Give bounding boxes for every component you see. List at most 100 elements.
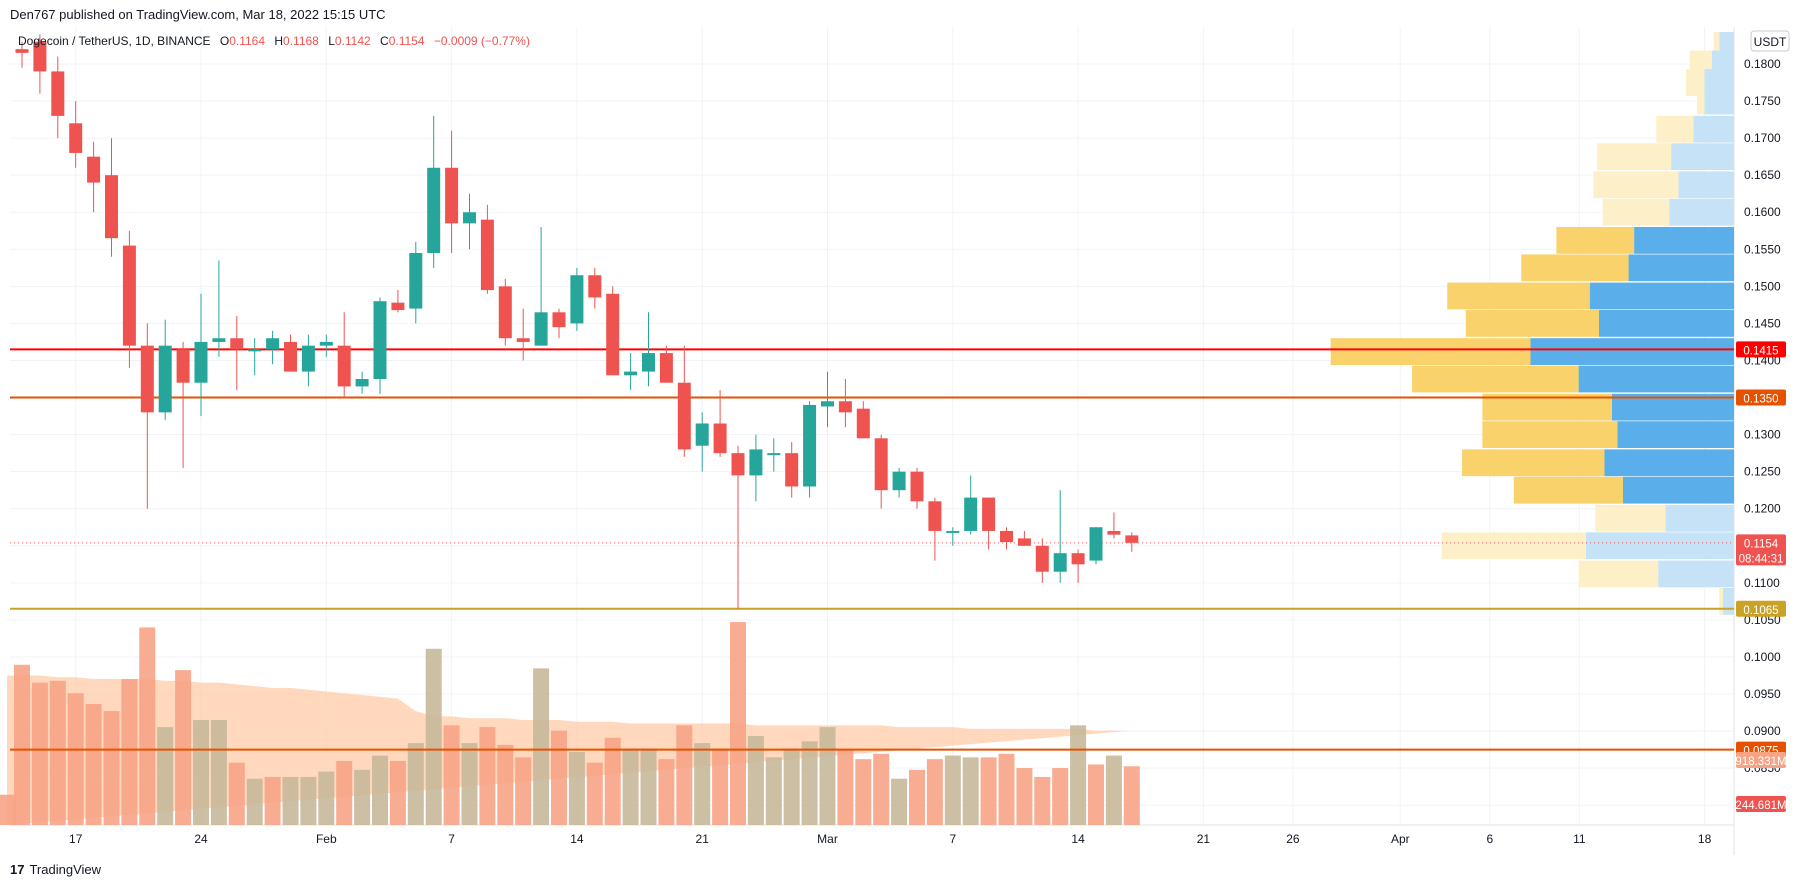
vp-bar-up [1713,32,1720,59]
volume-bar [604,737,621,825]
volume-bar [694,743,711,825]
vp-bar-up [1719,587,1723,615]
time-tick-label: 14 [1071,832,1085,846]
time-axis[interactable]: 17 24 Feb 7 14 21 Mar 7 14 21 26 Apr 6 11 18 [69,832,1712,846]
volume-bar [193,719,209,825]
vp-bar-down [1693,115,1734,143]
tradingview-logo[interactable]: 17 TradingView [10,862,101,877]
candle-body [928,501,942,531]
price-tick-label: 0.0900 [1744,724,1781,738]
candle-body [767,453,781,456]
candle-body [803,404,817,487]
volume-bar [891,778,908,825]
vp-bar-down [1658,560,1734,588]
time-tick-label: 14 [570,832,584,846]
vp-bar-down [1665,504,1734,532]
volume-bar [67,693,84,825]
low-value: 0.1142 [335,34,371,48]
candle-body [266,338,280,350]
candle-body [427,167,441,254]
candle-body [821,401,834,407]
time-tick-label: 24 [194,832,208,846]
low-label: L [328,34,335,48]
level-badge [1736,600,1786,617]
time-tick-label: Feb [316,832,337,846]
volume-bar [568,752,585,825]
time-tick-label: 21 [1197,832,1211,846]
candle-body [337,345,351,387]
symbol-legend[interactable]: Dogecoin / TetherUS, 1D, BINANCE O0.1164… [18,34,530,48]
volume-bar [157,727,174,825]
currency-button[interactable]: USDT [1750,30,1790,52]
volume-bar [479,727,496,825]
volume-bar [1070,725,1087,825]
candle-body [230,338,244,350]
price-tick-label: 0.1700 [1744,131,1781,145]
time-tick-label: 7 [949,832,956,846]
vp-bar-up [1513,476,1623,504]
vp-bar-up [1330,338,1531,365]
candle-body [856,408,870,439]
volume-bar [819,727,836,825]
vp-bar-up [1602,198,1670,226]
volume-bar [676,725,693,825]
candle-body [463,212,476,224]
volume-bar [14,664,30,825]
price-axis[interactable]: 0.1800 0.1750 0.1700 0.1650 0.1600 0.1550 0.15… [1744,57,1781,812]
volume-bar [944,755,961,825]
volume-pane [0,622,1140,825]
volume-bar [282,776,299,825]
volume-bar [909,769,925,825]
level-badge [1736,341,1786,358]
vp-bar-up [1465,310,1599,337]
vp-bar-down [1634,227,1734,254]
candle-body [785,453,799,487]
vp-bar-down [1578,365,1734,393]
volume-bar [658,759,675,825]
high-value: 0.1168 [283,34,319,48]
candle-body [838,401,852,413]
price-badges: 0.14150.13500.10650.08750.115408:44:3191… [1735,341,1787,812]
vp-bar-up [1521,254,1629,282]
vp-bar-up [1412,365,1579,393]
logo-text: TradingView [29,862,102,877]
volume-bar [533,668,550,825]
volume-bar [264,776,281,825]
volume-bar [497,744,514,825]
volume-bar [31,682,48,825]
price-tick-label: 0.1200 [1744,502,1781,516]
candle-body [642,353,655,372]
volume-bar [1052,768,1069,825]
candle-body [122,245,136,346]
vp-bar-up [1556,227,1635,254]
candle-body [105,175,118,239]
vp-bar-down [1530,338,1734,365]
volume-last-badge [1736,796,1786,812]
candle-body [964,497,978,531]
candlestick-series [15,34,1139,609]
volume-bar [855,759,872,825]
time-tick-label: Mar [817,832,838,846]
candle-body [158,345,172,413]
candle-body [606,293,620,376]
horizontal-levels[interactable] [10,348,1734,751]
volume-bar [228,762,245,825]
vp-bar-down [1598,310,1734,337]
price-tick-label: 0.1100 [1744,576,1780,590]
candle-body [409,253,423,309]
candle-body [552,312,566,328]
candle-body [87,156,101,183]
candle-body [176,349,190,383]
candle-body [588,275,602,298]
volume-bar [515,757,532,825]
volume-bar [551,730,567,825]
vp-bar-down [1678,171,1734,199]
candle-body [140,345,154,413]
volume-bar [747,736,764,825]
candle-body [982,497,996,531]
candle-body [319,341,333,346]
candle-body [69,123,83,153]
volume-bar [980,757,997,825]
volume-bar [49,680,66,825]
